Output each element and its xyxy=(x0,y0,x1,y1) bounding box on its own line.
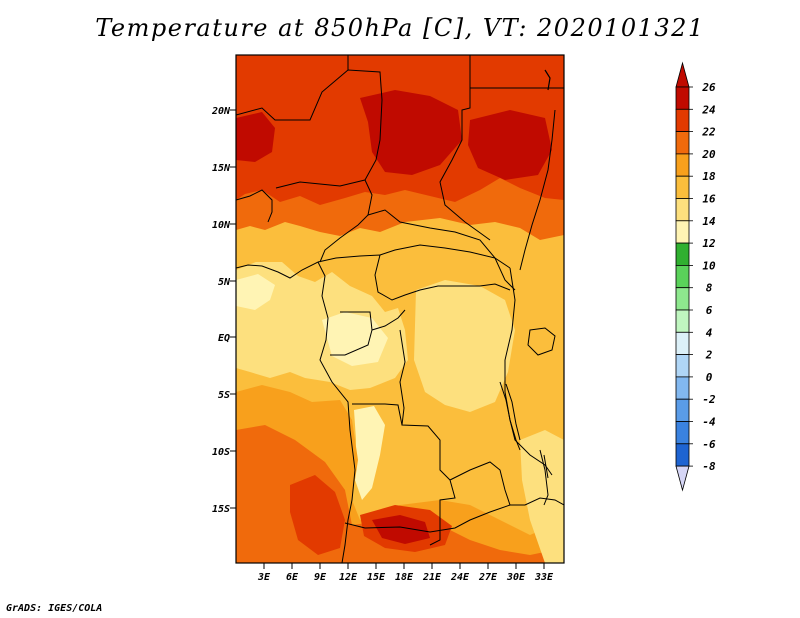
lat-label: 10S xyxy=(212,447,230,458)
colorbar-bottom-arrow xyxy=(675,465,690,492)
colorbar-segment xyxy=(675,264,690,289)
lon-label: 12E xyxy=(339,572,358,583)
lat-axis: 20N 15N 10N 5N EQ 5S 10S 15S xyxy=(211,106,236,515)
colorbar-label: 18 xyxy=(702,170,716,183)
lon-label: 3E xyxy=(257,572,271,583)
border-7 xyxy=(367,209,511,269)
boundaries xyxy=(236,55,564,563)
field-cool-patch-3 xyxy=(354,406,385,500)
credit-text: GrADS: IGES/COLA xyxy=(6,603,103,614)
colorbar-label: 26 xyxy=(701,81,716,94)
colorbar-label: 16 xyxy=(702,193,716,206)
lat-label: EQ xyxy=(218,333,230,344)
temperature-field xyxy=(236,55,564,563)
border-5 xyxy=(236,189,273,223)
field-hot-patch-3 xyxy=(468,110,552,180)
colorbar-segment xyxy=(675,108,690,133)
map-frame xyxy=(235,54,565,564)
lon-label: 21E xyxy=(422,572,442,583)
coastline-west xyxy=(236,261,356,563)
nile-river xyxy=(519,109,556,271)
lon-axis: 3E 6E 9E 12E 15E 18E 21E 24E 27E 30E 33E xyxy=(257,563,554,583)
colorbar-label: 12 xyxy=(702,237,716,250)
lon-label: 33E xyxy=(534,572,554,583)
border-16 xyxy=(449,461,511,506)
colorbar-segment xyxy=(675,398,690,422)
colorbar-label: 8 xyxy=(706,282,713,295)
lon-label: 30E xyxy=(506,572,526,583)
colorbar-segment xyxy=(675,287,690,311)
colorbar-segment xyxy=(675,309,690,333)
lat-label: 15S xyxy=(212,504,230,515)
field-band-central-16b xyxy=(414,280,515,412)
coast-east-edge xyxy=(544,69,551,91)
colorbar-label: 24 xyxy=(701,103,716,116)
lake-malawi xyxy=(539,449,549,506)
lat-label: 10N xyxy=(212,220,231,231)
border-15 xyxy=(344,497,564,533)
lat-label: 5S xyxy=(218,390,230,401)
border-3 xyxy=(439,55,491,241)
lat-label: 15N xyxy=(212,163,231,174)
lake-tanganyika xyxy=(499,381,521,451)
border-6 xyxy=(275,179,373,263)
colorbar-segment xyxy=(675,331,690,355)
field-cool-patch-1 xyxy=(236,274,275,310)
colorbar-segment xyxy=(675,421,690,445)
border-12 xyxy=(399,329,456,546)
colorbar-label: -4 xyxy=(702,416,716,429)
colorbar-segment xyxy=(675,220,690,244)
colorbar-segment xyxy=(675,354,690,378)
colorbar-segment xyxy=(675,198,690,222)
colorbar-segment xyxy=(675,86,690,110)
field-east-strip xyxy=(520,430,564,563)
lon-label: 6E xyxy=(286,572,299,583)
colorbar-label: 20 xyxy=(701,148,716,161)
colorbar-label: -2 xyxy=(702,393,716,406)
colorbar-label: 14 xyxy=(702,215,716,228)
colorbar-label: -8 xyxy=(702,460,716,473)
field-hot-patch-4 xyxy=(290,475,345,555)
field-hot-patch-1 xyxy=(360,90,462,175)
lon-label: 24E xyxy=(450,572,470,583)
lake-victoria xyxy=(527,327,556,356)
border-8 xyxy=(379,244,516,291)
colorbar-label: 22 xyxy=(701,126,716,139)
lon-label: 18E xyxy=(395,572,414,583)
field-hot-patch-6 xyxy=(372,515,430,544)
lat-label: 20N xyxy=(211,106,231,117)
colorbar-segment xyxy=(675,242,690,266)
colorbar-segment xyxy=(675,443,690,467)
colorbar-segment xyxy=(675,175,690,199)
colorbar-label: 4 xyxy=(706,326,713,339)
border-11 xyxy=(371,309,406,331)
colorbar-label: 6 xyxy=(706,304,713,317)
colorbar-segment xyxy=(675,153,690,177)
lon-label: 9E xyxy=(314,572,327,583)
colorbar-label: -6 xyxy=(702,438,716,451)
colorbar-segment xyxy=(675,131,690,155)
lat-label: 5N xyxy=(218,277,231,288)
border-9 xyxy=(317,254,511,301)
colorbar-label: 0 xyxy=(706,371,713,384)
colorbar-label: 2 xyxy=(705,349,713,362)
colorbar-label: 10 xyxy=(702,259,716,272)
map-title: Temperature at 850hPa [C], VT: 202010132… xyxy=(95,14,705,42)
lon-label: 27E xyxy=(478,572,498,583)
border-10 xyxy=(330,311,373,356)
border-14 xyxy=(352,403,403,426)
colorbar-segment xyxy=(675,376,690,400)
lon-label: 15E xyxy=(367,572,386,583)
colorbar-top-arrow xyxy=(675,61,690,88)
field-hot-patch-2 xyxy=(236,112,275,162)
